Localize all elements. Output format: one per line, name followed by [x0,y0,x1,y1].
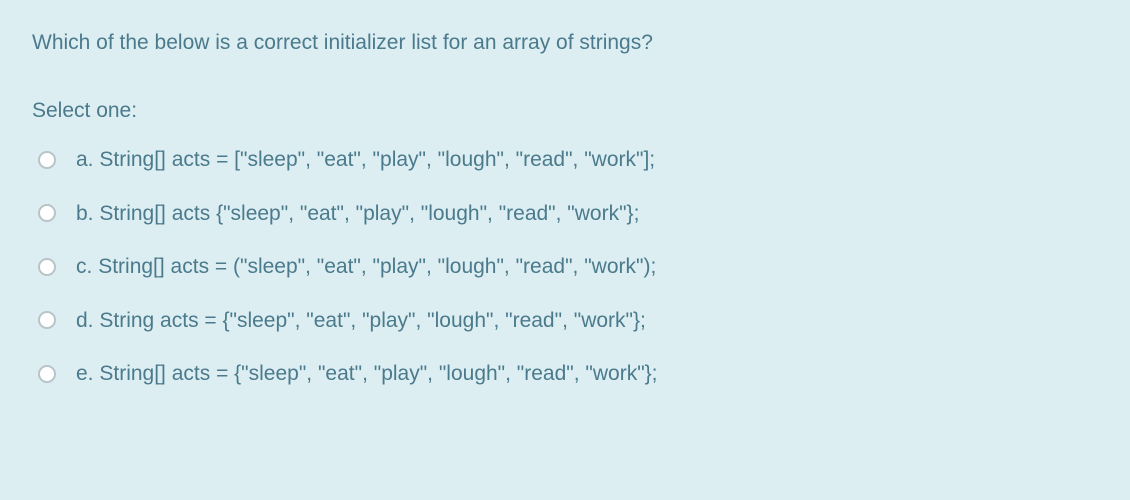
option-code: String[] acts = ("sleep", "eat", "play",… [98,255,656,278]
option-label: e. String[] acts = {"sleep", "eat", "pla… [76,359,658,388]
option-code: String acts = {"sleep", "eat", "play", "… [99,309,645,332]
question-text: Which of the below is a correct initiali… [32,28,1098,57]
option-item-d[interactable]: d. String acts = {"sleep", "eat", "play"… [32,306,1098,335]
option-item-e[interactable]: e. String[] acts = {"sleep", "eat", "pla… [32,359,1098,388]
option-label: d. String acts = {"sleep", "eat", "play"… [76,306,646,335]
radio-icon[interactable] [38,311,56,329]
option-letter: b. [76,202,94,225]
radio-icon[interactable] [38,258,56,276]
option-item-b[interactable]: b. String[] acts {"sleep", "eat", "play"… [32,199,1098,228]
option-code: String[] acts = {"sleep", "eat", "play",… [99,362,657,385]
option-letter: a. [76,148,94,171]
option-label: a. String[] acts = ["sleep", "eat", "pla… [76,145,655,174]
option-item-c[interactable]: c. String[] acts = ("sleep", "eat", "pla… [32,252,1098,281]
radio-icon[interactable] [38,151,56,169]
option-letter: e. [76,362,94,385]
option-label: c. String[] acts = ("sleep", "eat", "pla… [76,252,656,281]
radio-icon[interactable] [38,365,56,383]
option-code: String[] acts {"sleep", "eat", "play", "… [99,202,639,225]
select-prompt: Select one: [32,99,1098,123]
option-item-a[interactable]: a. String[] acts = ["sleep", "eat", "pla… [32,145,1098,174]
options-list: a. String[] acts = ["sleep", "eat", "pla… [32,145,1098,388]
radio-icon[interactable] [38,204,56,222]
option-letter: c. [76,255,92,278]
option-label: b. String[] acts {"sleep", "eat", "play"… [76,199,639,228]
option-letter: d. [76,309,94,332]
option-code: String[] acts = ["sleep", "eat", "play",… [99,148,655,171]
